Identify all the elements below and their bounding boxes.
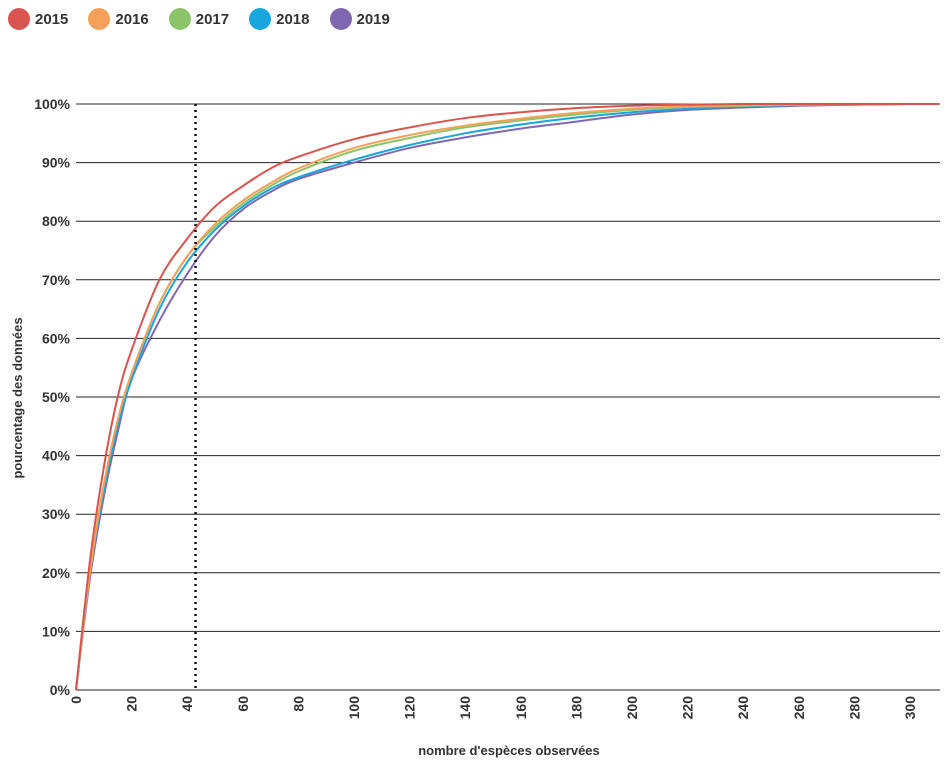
x-tick-label: 0: [68, 696, 84, 704]
x-tick-label: 300: [902, 696, 918, 720]
legend-label: 2018: [276, 10, 310, 28]
x-tick-label: 220: [680, 696, 696, 720]
series-lines: [75, 102, 938, 691]
x-tick-label: 240: [735, 696, 751, 720]
legend-swatch: [168, 8, 191, 30]
y-tick-label: 90%: [42, 155, 71, 171]
legend-item-2018: 2018: [249, 8, 310, 30]
y-tick-label: 100%: [34, 96, 70, 112]
legend-label: 2019: [356, 10, 390, 28]
series-line-2016: [75, 102, 938, 691]
x-tick-label: 80: [290, 696, 306, 712]
y-tick-label: 80%: [42, 213, 71, 229]
x-tick-label: 120: [402, 696, 418, 720]
legend-item-2016: 2016: [88, 8, 149, 30]
y-tick-label: 30%: [42, 506, 71, 522]
y-tick-label: 10%: [42, 623, 71, 639]
y-tick-labels: 0% 10% 20% 30% 40% 50% 60% 70% 80% 90% 100%: [34, 96, 70, 698]
y-tick-label: 70%: [42, 272, 71, 288]
legend-swatch: [88, 8, 111, 30]
legend: 2015 2016 2017 2018 2019: [8, 8, 410, 30]
x-tick-label: 180: [568, 696, 584, 720]
x-tick-label: 40: [179, 696, 195, 712]
x-tick-label: 20: [124, 696, 140, 712]
x-tick-label: 60: [235, 696, 251, 712]
legend-swatch: [249, 8, 272, 30]
x-tick-labels: 0 20 40 60 80 100 120 140 160 180 200 220 240 260 280 3…: [68, 696, 918, 720]
legend-item-2019: 2019: [329, 8, 390, 30]
y-tick-label: 50%: [42, 389, 71, 405]
legend-swatch: [8, 8, 30, 30]
x-tick-label: 280: [846, 696, 862, 720]
series-line-2015: [75, 102, 938, 691]
series-line-2019: [75, 102, 938, 691]
legend-swatch: [329, 8, 352, 30]
y-tick-label: 60%: [42, 330, 71, 346]
x-tick-label: 160: [513, 696, 529, 720]
y-axis-title: pourcentage des données: [10, 317, 25, 478]
x-tick-label: 140: [457, 696, 473, 720]
y-tick-label: 0%: [50, 682, 71, 698]
x-tick-label: 100: [346, 696, 362, 720]
legend-item-2017: 2017: [168, 8, 230, 30]
legend-item-2015: 2015: [8, 8, 68, 30]
legend-label: 2017: [195, 10, 230, 28]
x-tick-label: 200: [624, 696, 640, 720]
legend-label: 2015: [35, 10, 69, 28]
y-tick-label: 20%: [42, 565, 71, 581]
y-tick-label: 40%: [42, 448, 71, 464]
x-axis-title: nombre d'espèces observées: [418, 743, 600, 758]
legend-label: 2016: [115, 10, 149, 28]
gridlines: [76, 103, 940, 691]
x-tick-label: 260: [791, 696, 807, 720]
